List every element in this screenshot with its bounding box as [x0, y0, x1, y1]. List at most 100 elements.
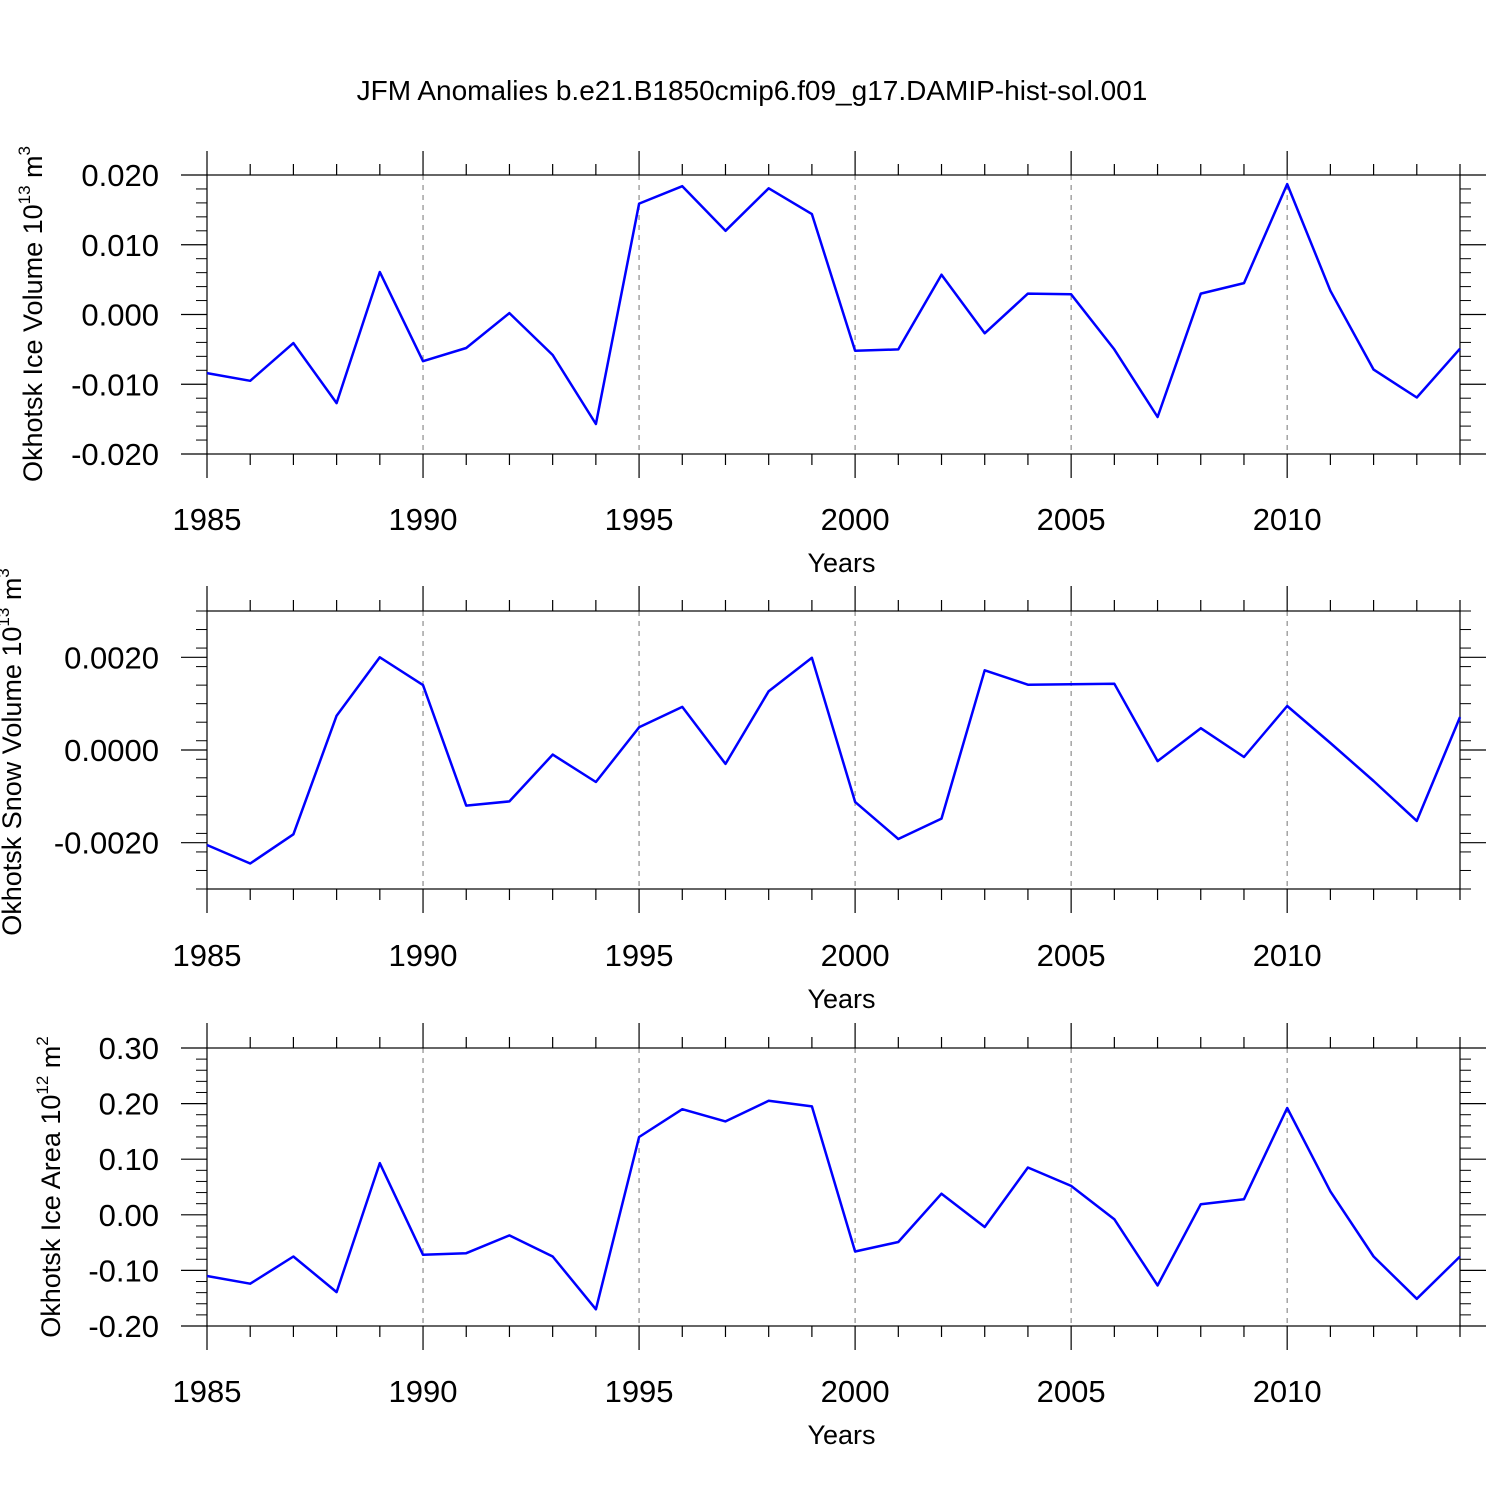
- data-point: [853, 349, 857, 353]
- series-line: [206, 656, 1462, 865]
- y-tick-label: 0.010: [81, 228, 159, 263]
- y-axis-label: Okhotsk Ice Volume 1013 m3: [15, 146, 48, 482]
- data-point: [1112, 1217, 1116, 1221]
- data-point: [464, 1251, 468, 1255]
- y-tick-label: -0.020: [71, 437, 159, 472]
- y-axis-label-text: Okhotsk Ice Area 10: [36, 1095, 66, 1338]
- x-tick-label: 1990: [389, 1374, 458, 1409]
- data-point: [680, 184, 684, 188]
- data-point: [1026, 683, 1030, 687]
- x-tick-label: 2005: [1037, 502, 1106, 537]
- data-point: [983, 1225, 987, 1229]
- data-point: [1372, 1255, 1376, 1259]
- data-point: [940, 817, 944, 821]
- data-point: [896, 347, 900, 351]
- y-tick-label: 0.0000: [64, 733, 159, 768]
- y-tick-label: -0.10: [88, 1253, 159, 1288]
- data-point: [335, 714, 339, 718]
- y-tick-label: 0.00: [99, 1198, 159, 1233]
- data-point: [335, 1290, 339, 1294]
- data-point: [594, 422, 598, 426]
- panel-3: -0.20 -0.10 0.00 0.10 0.20 0.30 1985 1990 1995 20…: [33, 1023, 1486, 1450]
- data-point: [1069, 292, 1073, 296]
- data-point: [1285, 182, 1289, 186]
- data-point: [248, 1282, 252, 1286]
- data-point: [421, 1253, 425, 1257]
- data-point: [940, 1192, 944, 1196]
- y-tick-label: 0.30: [99, 1031, 159, 1066]
- x-tick-label: 1995: [605, 502, 674, 537]
- data-point: [421, 359, 425, 363]
- data-point: [1199, 292, 1203, 296]
- data-point: [680, 705, 684, 709]
- data-point: [1199, 726, 1203, 730]
- x-tick-label: 2010: [1253, 502, 1322, 537]
- y-axis-label-unit-exponent: 3: [15, 146, 34, 155]
- data-point: [723, 1119, 727, 1123]
- data-point: [853, 1249, 857, 1253]
- data-point: [1328, 741, 1332, 745]
- y-axis-label-unit-exponent: 2: [33, 1036, 52, 1045]
- data-point: [1285, 1106, 1289, 1110]
- data-point: [594, 780, 598, 784]
- data-point: [248, 862, 252, 866]
- data-point: [1372, 368, 1376, 372]
- data-point: [464, 346, 468, 350]
- x-tick-label: 1995: [605, 938, 674, 973]
- x-tick-label: 2005: [1037, 1374, 1106, 1409]
- x-tick-label: 1990: [389, 502, 458, 537]
- y-axis-label-text: Okhotsk Ice Volume 10: [18, 204, 48, 482]
- x-tick-label: 1985: [173, 1374, 242, 1409]
- panel-2: -0.0020 0.0000 0.0020 1985 1990 1995 2000 2005 2…: [0, 568, 1486, 1014]
- data-point: [378, 655, 382, 659]
- y-tick-label: 0.0020: [64, 640, 159, 675]
- data-point: [205, 843, 209, 847]
- x-tick-label: 1995: [605, 1374, 674, 1409]
- data-point: [205, 1274, 209, 1278]
- data-point: [853, 800, 857, 804]
- data-point: [507, 799, 511, 803]
- data-point: [1026, 292, 1030, 296]
- y-axis-label: Okhotsk Snow Volume 1013 m3: [0, 568, 27, 936]
- y-tick-label: 0.20: [99, 1087, 159, 1122]
- data-point: [291, 341, 295, 345]
- series-line: [206, 1099, 1461, 1311]
- data-point: [378, 1161, 382, 1165]
- data-point: [551, 353, 555, 357]
- data-point: [637, 202, 641, 206]
- data-point: [810, 212, 814, 216]
- data-point: [464, 804, 468, 808]
- y-axis-label-unit: m: [0, 578, 27, 608]
- data-point: [940, 273, 944, 277]
- x-axis-label: Years: [807, 1420, 875, 1450]
- data-point: [767, 186, 771, 190]
- data-point: [680, 1107, 684, 1111]
- data-point: [1415, 819, 1419, 823]
- data-point: [551, 753, 555, 757]
- data-point: [1199, 1202, 1203, 1206]
- data-point: [1069, 1184, 1073, 1188]
- data-point: [983, 668, 987, 672]
- y-tick-label: -0.20: [88, 1309, 159, 1344]
- data-point: [723, 762, 727, 766]
- data-point: [1156, 415, 1160, 419]
- data-point: [1156, 1283, 1160, 1287]
- data-point: [723, 229, 727, 233]
- data-point: [1242, 1197, 1246, 1201]
- data-point: [335, 401, 339, 405]
- y-axis-label-text: Okhotsk Snow Volume 10: [0, 627, 27, 936]
- data-point: [896, 1240, 900, 1244]
- data-point: [1328, 1189, 1332, 1193]
- data-point: [1156, 759, 1160, 763]
- data-point: [1458, 347, 1462, 351]
- data-point: [1112, 347, 1116, 351]
- x-tick-label: 1990: [389, 938, 458, 973]
- data-point: [1328, 289, 1332, 293]
- data-point: [1415, 1297, 1419, 1301]
- data-point: [507, 1233, 511, 1237]
- plot-frame: [206, 1047, 1461, 1327]
- x-tick-label: 2010: [1253, 938, 1322, 973]
- data-point: [1458, 715, 1462, 719]
- data-point: [594, 1307, 598, 1311]
